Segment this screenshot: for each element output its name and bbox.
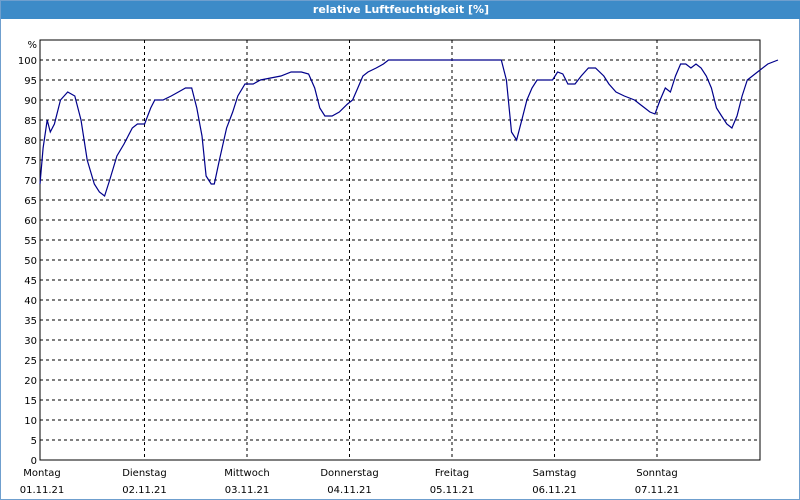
x-tick-date-label: 02.11.21 bbox=[122, 485, 167, 496]
x-tick-date-label: 05.11.21 bbox=[430, 485, 475, 496]
y-tick-label: 45 bbox=[24, 276, 37, 287]
x-tick-day-label: Freitag bbox=[435, 468, 469, 479]
x-tick-day-label: Donnerstag bbox=[320, 468, 378, 479]
y-axis-label: % bbox=[27, 40, 37, 51]
x-tick-day-label: Dienstag bbox=[122, 468, 167, 479]
y-tick-label: 90 bbox=[24, 96, 37, 107]
plot-area-border bbox=[39, 39, 761, 461]
y-tick-label: 40 bbox=[24, 296, 37, 307]
x-tick-date-label: 07.11.21 bbox=[635, 485, 680, 496]
y-tick-label: 75 bbox=[24, 156, 37, 167]
y-tick-label: 15 bbox=[24, 396, 37, 407]
y-tick-label: 10 bbox=[24, 416, 37, 427]
y-tick-label: 55 bbox=[24, 236, 37, 247]
y-axis-ticks: 0 5 10 15 20 25 30 35 40 45 50 55 60 65 70 75 80 85 90 95 10… bbox=[18, 56, 37, 467]
grid-lines bbox=[40, 40, 760, 460]
y-tick-label: 35 bbox=[24, 316, 37, 327]
x-tick-date-label: 03.11.21 bbox=[225, 485, 270, 496]
y-tick-label: 25 bbox=[24, 356, 37, 367]
y-tick-label: 20 bbox=[24, 376, 37, 387]
y-tick-label: 50 bbox=[24, 256, 37, 267]
series-line bbox=[39, 59, 779, 197]
y-tick-label: 85 bbox=[24, 116, 37, 127]
y-tick-label: 0 bbox=[31, 456, 37, 467]
x-tick-date-label: 01.11.21 bbox=[20, 485, 65, 496]
y-tick-label: 100 bbox=[18, 56, 37, 67]
x-tick-date-label: 04.11.21 bbox=[327, 485, 372, 496]
y-tick-label: 80 bbox=[24, 136, 37, 147]
y-tick-label: 30 bbox=[24, 336, 37, 347]
y-tick-label: 70 bbox=[24, 176, 37, 187]
y-tick-label: 5 bbox=[31, 436, 37, 447]
chart-title: relative Luftfeuchtigkeit [%] bbox=[1, 1, 800, 19]
x-tick-day-label: Sonntag bbox=[636, 468, 678, 479]
y-tick-label: 95 bbox=[24, 76, 37, 87]
y-tick-label: 60 bbox=[24, 216, 37, 227]
x-tick-day-label: Mittwoch bbox=[224, 468, 269, 479]
x-tick-date-label: 06.11.21 bbox=[532, 485, 577, 496]
x-axis-ticks: Montag 01.11.21 Dienstag 02.11.21 Mittwoch 03… bbox=[20, 468, 680, 496]
x-tick-day-label: Samstag bbox=[533, 468, 577, 479]
y-tick-label: 65 bbox=[24, 196, 37, 207]
x-tick-day-label: Montag bbox=[23, 468, 60, 479]
